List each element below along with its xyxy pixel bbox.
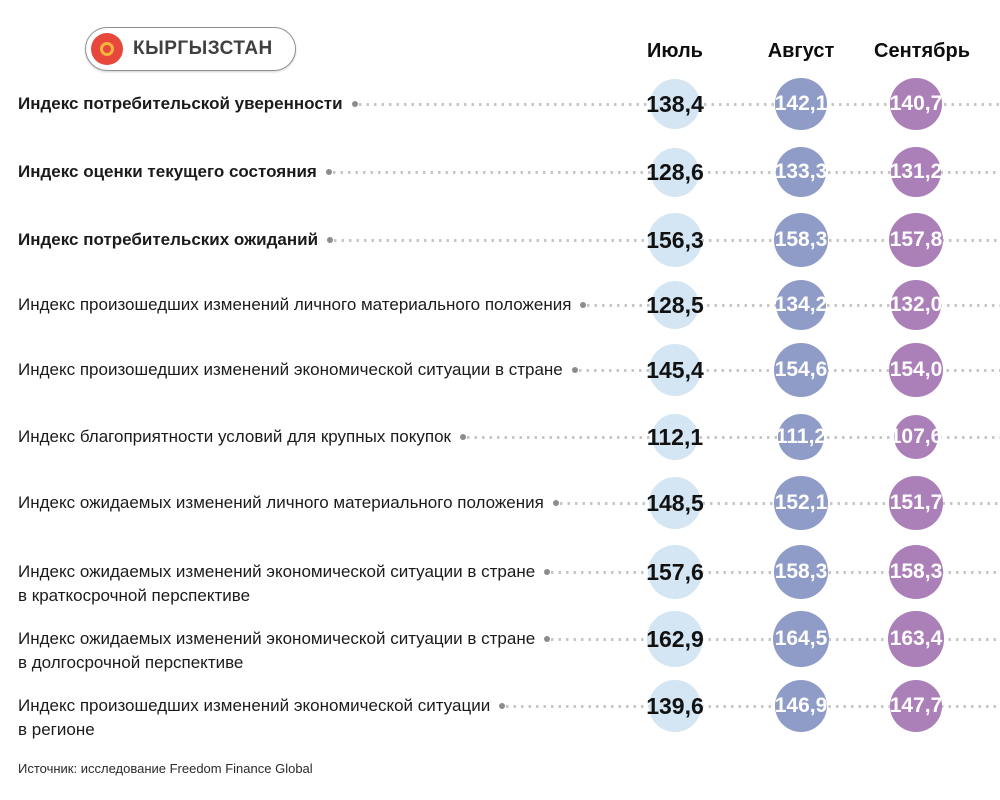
index-row: Индекс произошедших изменений личного ма… [0, 279, 1000, 331]
value-bubble-sep: 154,0 [889, 343, 943, 397]
value-bubble-aug: 158,3 [773, 212, 829, 268]
value-bubble-jul: 145,4 [646, 343, 704, 397]
value-bubble-jul: 148,5 [646, 476, 704, 530]
leader-start-dot [459, 434, 466, 440]
column-header-august: Август [767, 40, 835, 62]
index-row: Индекс произошедших изменений экономичес… [0, 679, 1000, 742]
value-bubble-aug: 164,5 [773, 611, 829, 667]
leader-start-dot [325, 169, 332, 175]
value-bubble-aug: 146,9 [775, 679, 827, 733]
value-bubble-jul: 162,9 [646, 611, 704, 667]
index-row: Индекс благоприятности условий для крупн… [0, 414, 1000, 460]
dotted-leader [506, 705, 1000, 708]
value-bubble-aug: 158,3 [773, 544, 829, 600]
value-bubble-sep: 131,2 [890, 147, 942, 197]
index-label: Индекс ожидаемых изменений экономической… [18, 562, 536, 605]
index-label: Индекс благоприятности условий для крупн… [18, 427, 451, 446]
leader-start-dot [351, 101, 358, 107]
value-bubble-sep: 151,7 [889, 476, 943, 530]
value-bubble-jul: 128,6 [646, 147, 704, 197]
value-bubble-sep: 147,7 [890, 679, 942, 733]
value-bubble-sep: 158,3 [888, 544, 944, 600]
index-label: Индекс потребительских ожиданий [18, 230, 319, 249]
leader-start-dot [580, 302, 587, 308]
value-bubble-sep: 163,4 [888, 611, 944, 667]
kyrgyzstan-flag-icon [91, 33, 123, 65]
value-bubble-jul: 139,6 [646, 680, 704, 732]
value-bubble-jul: 138,4 [646, 78, 704, 130]
index-row: Индекс потребительских ожиданий 156,3 158,… [0, 212, 1000, 268]
index-label: Индекс ожидаемых изменений личного матер… [18, 493, 544, 512]
value-bubble-aug: 142,1 [775, 78, 827, 130]
value-bubble-aug: 111,2 [776, 414, 826, 460]
value-bubble-aug: 154,6 [774, 343, 828, 397]
column-header-july: Июль [647, 40, 703, 62]
index-label: Индекс произошедших изменений экономичес… [18, 360, 563, 379]
index-label: Индекс произошедших изменений личного ма… [18, 295, 572, 314]
index-row: Индекс потребительской уверенности 138,4 1… [0, 78, 1000, 130]
value-bubble-jul: 112,1 [647, 414, 703, 460]
country-name: КЫРГЫЗСТАН [133, 38, 273, 59]
leader-start-dot [544, 569, 551, 575]
column-header-september: Сентябрь [874, 40, 970, 62]
dotted-leader [466, 436, 1000, 439]
value-bubble-jul: 156,3 [646, 213, 704, 267]
value-bubble-sep: 157,8 [888, 212, 944, 268]
leader-start-dot [499, 703, 506, 709]
index-row: Индекс ожидаемых изменений личного матер… [0, 476, 1000, 530]
value-bubble-jul: 128,5 [646, 280, 704, 330]
source-note: Источник: исследование Freedom Finance G… [18, 761, 313, 776]
leader-start-dot [552, 500, 559, 506]
flag-sun-emblem-icon [100, 42, 114, 56]
value-bubble-sep: 140,7 [890, 78, 942, 130]
value-bubble-jul: 157,6 [646, 544, 704, 600]
leader-start-dot [544, 636, 551, 642]
value-bubble-aug: 134,2 [775, 279, 827, 331]
value-bubble-aug: 133,3 [775, 147, 827, 197]
value-bubble-aug: 152,1 [774, 476, 828, 530]
value-bubble-sep: 132,0 [890, 280, 942, 330]
index-label: Индекс потребительской уверенности [18, 94, 343, 113]
index-row: Индекс ожидаемых изменений экономической… [0, 544, 1000, 608]
index-row: Индекс произошедших изменений экономичес… [0, 343, 1000, 397]
value-bubble-sep: 107,6 [890, 414, 942, 460]
leader-start-dot [571, 367, 578, 373]
leader-start-dot [327, 237, 334, 243]
index-label: Индекс ожидаемых изменений экономической… [18, 629, 536, 672]
index-label: Индекс оценки текущего состояния [18, 162, 317, 181]
index-label: Индекс произошедших изменений экономичес… [18, 696, 491, 739]
index-row: Индекс оценки текущего состояния 128,6 133… [0, 147, 1000, 197]
country-badge: КЫРГЫЗСТАН [85, 27, 296, 71]
index-row: Индекс ожидаемых изменений экономической… [0, 611, 1000, 675]
